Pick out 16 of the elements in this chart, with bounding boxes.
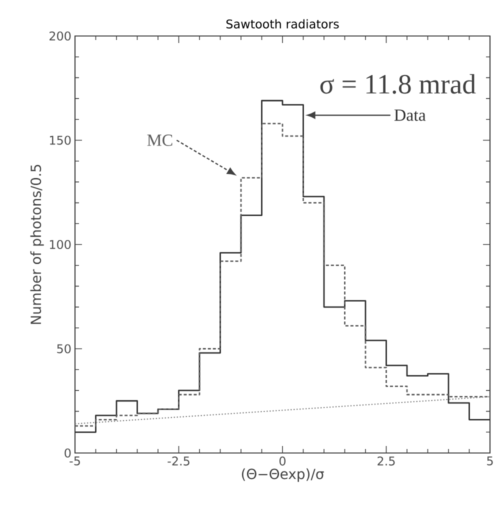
text: MC [147, 134, 172, 146]
y-tick-label: 100 [50, 240, 71, 250]
x-tick-label: -5 [70, 456, 80, 466]
x-tick-label: 0 [279, 456, 286, 466]
x-tick-label: 5 [487, 456, 493, 466]
x-tick-label: 2.5 [378, 456, 395, 466]
y-tick-label: 0 [64, 448, 71, 458]
y-tick-label: 50 [57, 344, 71, 354]
y-axis-title: Number of photons/0.5 [30, 164, 44, 324]
y-tick-label: 200 [50, 31, 71, 41]
annotation: σ = 11.8 mrad [320, 74, 476, 94]
x-axis-title: (Θ−Θexp)/σ [242, 468, 324, 482]
chart-title: Sawtooth radiators [226, 19, 339, 29]
y-tick-label: 150 [50, 136, 71, 145]
x-tick-label: -2.5 [168, 456, 190, 466]
text: Data [394, 110, 426, 121]
